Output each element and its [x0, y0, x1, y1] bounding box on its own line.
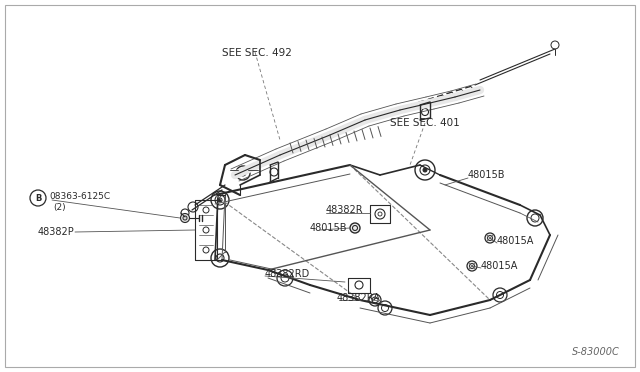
Circle shape — [467, 261, 477, 271]
Circle shape — [423, 168, 427, 172]
Circle shape — [350, 223, 360, 233]
Text: 48382RD: 48382RD — [265, 269, 310, 279]
Text: 48382P: 48382P — [38, 227, 75, 237]
Text: 48382R: 48382R — [326, 205, 364, 215]
Text: B: B — [35, 193, 41, 202]
Text: (2): (2) — [53, 202, 66, 212]
Circle shape — [218, 198, 222, 202]
Circle shape — [180, 214, 189, 222]
Text: 48015B: 48015B — [468, 170, 506, 180]
Text: 48382RA: 48382RA — [337, 293, 381, 303]
Text: 08363-6125C: 08363-6125C — [49, 192, 110, 201]
Text: SEE SEC. 401: SEE SEC. 401 — [390, 118, 460, 128]
Text: SEE SEC. 492: SEE SEC. 492 — [222, 48, 292, 58]
Text: S-83000C: S-83000C — [572, 347, 620, 357]
Circle shape — [485, 233, 495, 243]
Text: 48015B: 48015B — [310, 223, 348, 233]
Text: 48015A: 48015A — [497, 236, 534, 246]
Text: 48015A: 48015A — [481, 261, 518, 271]
